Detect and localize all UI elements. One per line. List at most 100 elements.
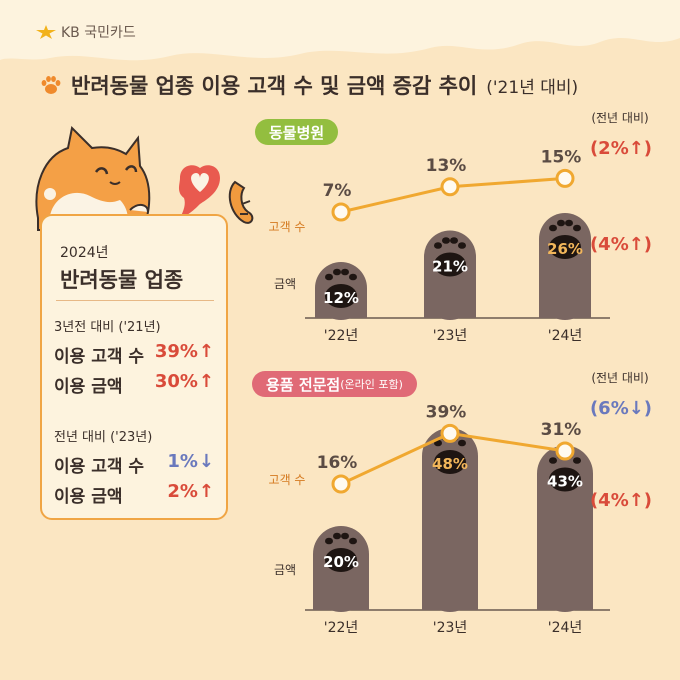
customer-point: [440, 423, 460, 443]
vs3-label: 3년전 대비 ('21년): [54, 320, 161, 335]
bar-paw-icon: [325, 532, 357, 572]
page-title: 반려동물 업종 이용 고객 수 및 금액 증감 추이 ('21년 대비): [40, 70, 578, 100]
paw-toe: [341, 268, 349, 276]
x-tick-label: '24년: [548, 328, 583, 344]
customer-value-label: 39%: [426, 402, 467, 422]
paw-toe: [573, 457, 581, 464]
customer-value-label: 16%: [317, 453, 358, 473]
up-arrow-icon: ↑: [198, 481, 214, 502]
paw-toe: [349, 273, 357, 281]
customer-point: [331, 474, 351, 494]
customer-point: [440, 177, 460, 197]
amount-series-label: 금액: [274, 277, 296, 291]
customer-point: [555, 441, 575, 461]
bar-value-label: 20%: [323, 553, 359, 571]
hospital-section-title: 동물병원: [269, 123, 325, 142]
paw-toe: [325, 537, 333, 545]
customer-value-label: 13%: [426, 156, 467, 176]
vs1-amount-label: 이용 금액: [54, 487, 123, 507]
customer-series-label: 고객 수: [269, 473, 306, 487]
bar-paw-icon: [549, 219, 581, 259]
vs3-amount-value: 30% ↑: [155, 371, 214, 392]
paw-pad: [434, 252, 466, 277]
paw-toe: [549, 457, 557, 464]
hospital-section-pill: 동물병원: [255, 119, 339, 145]
vs1-label: 전년 대비 ('23년): [54, 430, 153, 445]
bar-amount-body: [537, 473, 593, 610]
paw-toe: [458, 242, 466, 249]
paw-toe: [450, 237, 458, 244]
vs1-customers-label: 이용 고객 수: [54, 457, 145, 477]
title-sub: ('21년 대비): [486, 77, 579, 98]
store-section-pill: 용품 전문점 (온라인 포함): [252, 371, 417, 397]
paw-toe: [549, 224, 557, 232]
yoy-customers-value: (2%↑): [590, 138, 652, 159]
yoy-header: (전년 대비): [591, 371, 648, 385]
x-tick-label: '23년: [433, 328, 468, 344]
vs3-customers-number: 39%: [154, 341, 198, 362]
store-section-title: 용품 전문점: [266, 375, 341, 394]
brand-logo: KB 국민카드: [36, 22, 136, 42]
bar-paw-icon: [325, 268, 357, 308]
top-wave-background: [0, 0, 680, 61]
paw-toe: [333, 268, 341, 276]
yoy-customers-value: (6%↓): [590, 398, 652, 419]
bar-value-label: 12%: [323, 289, 359, 307]
paw-pad: [549, 235, 581, 259]
paw-toe: [325, 273, 333, 281]
bar-value-label: 48%: [432, 455, 468, 473]
paw-pad: [434, 450, 466, 474]
paw-pad: [549, 467, 581, 492]
down-arrow-icon: ↓: [198, 451, 214, 472]
paw-toe: [565, 219, 573, 227]
paw-toe: [333, 532, 341, 540]
yoy-header: (전년 대비): [591, 111, 648, 125]
customer-point: [555, 168, 575, 188]
summary-divider: [56, 300, 214, 301]
customer-value-label: 31%: [541, 420, 582, 440]
paw-toe: [458, 439, 466, 447]
amount-series-label: 금액: [274, 563, 296, 577]
paw-toe: [573, 224, 581, 232]
summary-card: 2024년 반려동물 업종 3년전 대비 ('21년) 이용 고객 수 39% ↑…: [40, 214, 228, 520]
paw-pad: [325, 548, 357, 572]
title-text: 반려동물 업종 이용 고객 수 및 금액 증감 추이: [71, 74, 478, 98]
summary-heading: 반려동물 업종: [60, 268, 184, 292]
vs1-amount-value: 2% ↑: [167, 481, 214, 502]
summary-year: 2024년: [60, 245, 109, 261]
vs3-amount-label: 이용 금액: [54, 377, 123, 397]
bar-value-label: 43%: [547, 473, 583, 491]
paw-toe: [442, 237, 450, 244]
paw-toe: [434, 242, 442, 249]
bar-value-label: 21%: [432, 258, 468, 276]
x-tick-label: '22년: [324, 328, 359, 344]
brand-name: KB 국민카드: [61, 25, 136, 41]
vs3-customers-label: 이용 고객 수: [54, 347, 145, 367]
yoy-amount-value: (4%↑): [590, 490, 652, 511]
paw-pad: [325, 284, 357, 308]
x-tick-label: '24년: [548, 620, 583, 636]
paw-icon: [41, 76, 61, 94]
vs1-amount-number: 2%: [167, 481, 198, 502]
x-tick-label: '22년: [324, 620, 359, 636]
up-arrow-icon: ↑: [198, 341, 214, 362]
up-arrow-icon: ↑: [198, 371, 214, 392]
vs1-customers-value: 1% ↓: [167, 451, 214, 472]
paw-toe: [557, 219, 565, 227]
bar-amount-body: [422, 456, 478, 610]
vs3-amount-number: 30%: [154, 371, 198, 392]
store-section-note: (온라인 포함): [340, 378, 403, 391]
customer-point: [331, 202, 351, 222]
yoy-amount-value: (4%↑): [590, 234, 652, 255]
customer-series-label: 고객 수: [269, 220, 306, 234]
x-tick-label: '23년: [433, 620, 468, 636]
vs1-customers-number: 1%: [167, 451, 198, 472]
bar-paw-icon: [434, 237, 466, 277]
customer-value-label: 7%: [323, 181, 352, 201]
customer-value-label: 15%: [541, 147, 582, 167]
kb-star-icon: [36, 25, 56, 39]
paw-toe: [341, 532, 349, 540]
vs3-customers-value: 39% ↑: [155, 341, 214, 362]
paw-toe: [349, 537, 357, 545]
